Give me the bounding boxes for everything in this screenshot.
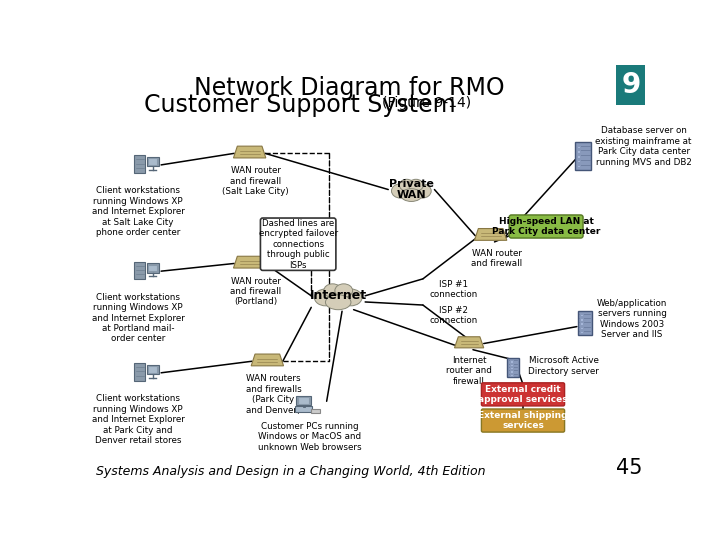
- Text: Network Diagram for RMO: Network Diagram for RMO: [194, 76, 505, 100]
- Ellipse shape: [400, 181, 423, 198]
- FancyBboxPatch shape: [510, 361, 513, 363]
- FancyBboxPatch shape: [311, 409, 320, 413]
- FancyBboxPatch shape: [577, 156, 580, 158]
- Text: WAN router
and firewall
(Salt Lake City): WAN router and firewall (Salt Lake City): [222, 166, 289, 196]
- Text: Client workstations
running Windows XP
and Internet Explorer
at Portland mail-
o: Client workstations running Windows XP a…: [91, 293, 184, 343]
- FancyBboxPatch shape: [147, 157, 158, 166]
- FancyBboxPatch shape: [616, 65, 645, 105]
- FancyBboxPatch shape: [297, 397, 310, 404]
- Text: ISP #2
connection: ISP #2 connection: [429, 306, 477, 325]
- FancyBboxPatch shape: [580, 318, 583, 321]
- FancyBboxPatch shape: [261, 218, 336, 271]
- Polygon shape: [233, 256, 266, 268]
- FancyBboxPatch shape: [508, 357, 518, 377]
- FancyBboxPatch shape: [577, 165, 580, 167]
- FancyBboxPatch shape: [482, 409, 564, 432]
- Ellipse shape: [413, 184, 431, 198]
- Text: Client workstations
running Windows XP
and Internet Explorer
at Salt Lake City
p: Client workstations running Windows XP a…: [91, 186, 184, 237]
- FancyBboxPatch shape: [577, 310, 592, 335]
- FancyBboxPatch shape: [510, 367, 513, 369]
- FancyBboxPatch shape: [577, 146, 580, 148]
- Polygon shape: [454, 337, 484, 348]
- FancyBboxPatch shape: [482, 383, 564, 406]
- Ellipse shape: [315, 289, 336, 306]
- Text: Database server on
existing mainframe at
Park City data center
running MVS and D: Database server on existing mainframe at…: [595, 126, 692, 166]
- FancyBboxPatch shape: [135, 156, 145, 173]
- Text: High-speed LAN at
Park City data center: High-speed LAN at Park City data center: [492, 217, 600, 236]
- Ellipse shape: [400, 179, 414, 191]
- FancyBboxPatch shape: [577, 160, 580, 163]
- FancyBboxPatch shape: [297, 396, 311, 406]
- Text: Private
WAN: Private WAN: [389, 179, 433, 200]
- Ellipse shape: [401, 188, 422, 201]
- Ellipse shape: [325, 295, 351, 310]
- FancyBboxPatch shape: [510, 364, 513, 366]
- Ellipse shape: [392, 184, 410, 198]
- FancyBboxPatch shape: [580, 330, 583, 333]
- Text: 45: 45: [616, 458, 642, 478]
- Text: External credit
approval services: External credit approval services: [478, 384, 568, 404]
- FancyBboxPatch shape: [148, 158, 157, 165]
- Text: Internet
router and
firewall: Internet router and firewall: [446, 356, 492, 386]
- Text: (Figure 9-14): (Figure 9-14): [382, 96, 472, 110]
- Text: Client workstations
running Windows XP
and Internet Explorer
at Park City and
De: Client workstations running Windows XP a…: [91, 394, 184, 445]
- Text: Web/application
servers running
Windows 2003
Server and IIS: Web/application servers running Windows …: [597, 299, 667, 339]
- Ellipse shape: [408, 179, 423, 191]
- Ellipse shape: [324, 284, 341, 298]
- Text: Customer Support System: Customer Support System: [144, 93, 456, 117]
- Text: Systems Analysis and Design in a Changing World, 4th Edition: Systems Analysis and Design in a Changin…: [96, 465, 485, 478]
- Text: External shipping
services: External shipping services: [478, 411, 568, 430]
- FancyBboxPatch shape: [295, 406, 312, 413]
- FancyBboxPatch shape: [147, 263, 158, 273]
- Text: Microsoft Active
Directory server: Microsoft Active Directory server: [528, 356, 599, 376]
- Text: Internet: Internet: [310, 289, 366, 302]
- FancyBboxPatch shape: [580, 322, 583, 325]
- Text: WAN router
and firewall
(Portland): WAN router and firewall (Portland): [230, 276, 282, 306]
- Text: WAN routers
and firewalls
(Park City
and Denver): WAN routers and firewalls (Park City and…: [246, 374, 302, 415]
- FancyBboxPatch shape: [135, 262, 145, 279]
- FancyBboxPatch shape: [577, 151, 580, 153]
- FancyBboxPatch shape: [135, 363, 145, 381]
- FancyBboxPatch shape: [510, 370, 513, 373]
- Polygon shape: [251, 354, 284, 366]
- Ellipse shape: [324, 286, 353, 306]
- Text: ISP #1
connection: ISP #1 connection: [429, 280, 477, 299]
- FancyBboxPatch shape: [148, 265, 157, 271]
- Ellipse shape: [335, 284, 353, 298]
- Polygon shape: [233, 146, 266, 158]
- Text: Dashed lines are
encrypted failover
connections
through public
ISPs: Dashed lines are encrypted failover conn…: [258, 219, 338, 269]
- Text: WAN router
and firewall: WAN router and firewall: [472, 249, 523, 268]
- FancyBboxPatch shape: [147, 364, 158, 374]
- Ellipse shape: [340, 289, 362, 306]
- FancyBboxPatch shape: [510, 374, 513, 376]
- Polygon shape: [474, 228, 507, 240]
- Text: 9: 9: [621, 71, 640, 99]
- FancyBboxPatch shape: [509, 215, 583, 238]
- FancyBboxPatch shape: [580, 314, 583, 316]
- FancyBboxPatch shape: [575, 141, 591, 170]
- Text: Customer PCs running
Windows or MacOS and
unknown Web browsers: Customer PCs running Windows or MacOS an…: [258, 422, 361, 452]
- FancyBboxPatch shape: [148, 366, 157, 373]
- FancyBboxPatch shape: [580, 327, 583, 329]
